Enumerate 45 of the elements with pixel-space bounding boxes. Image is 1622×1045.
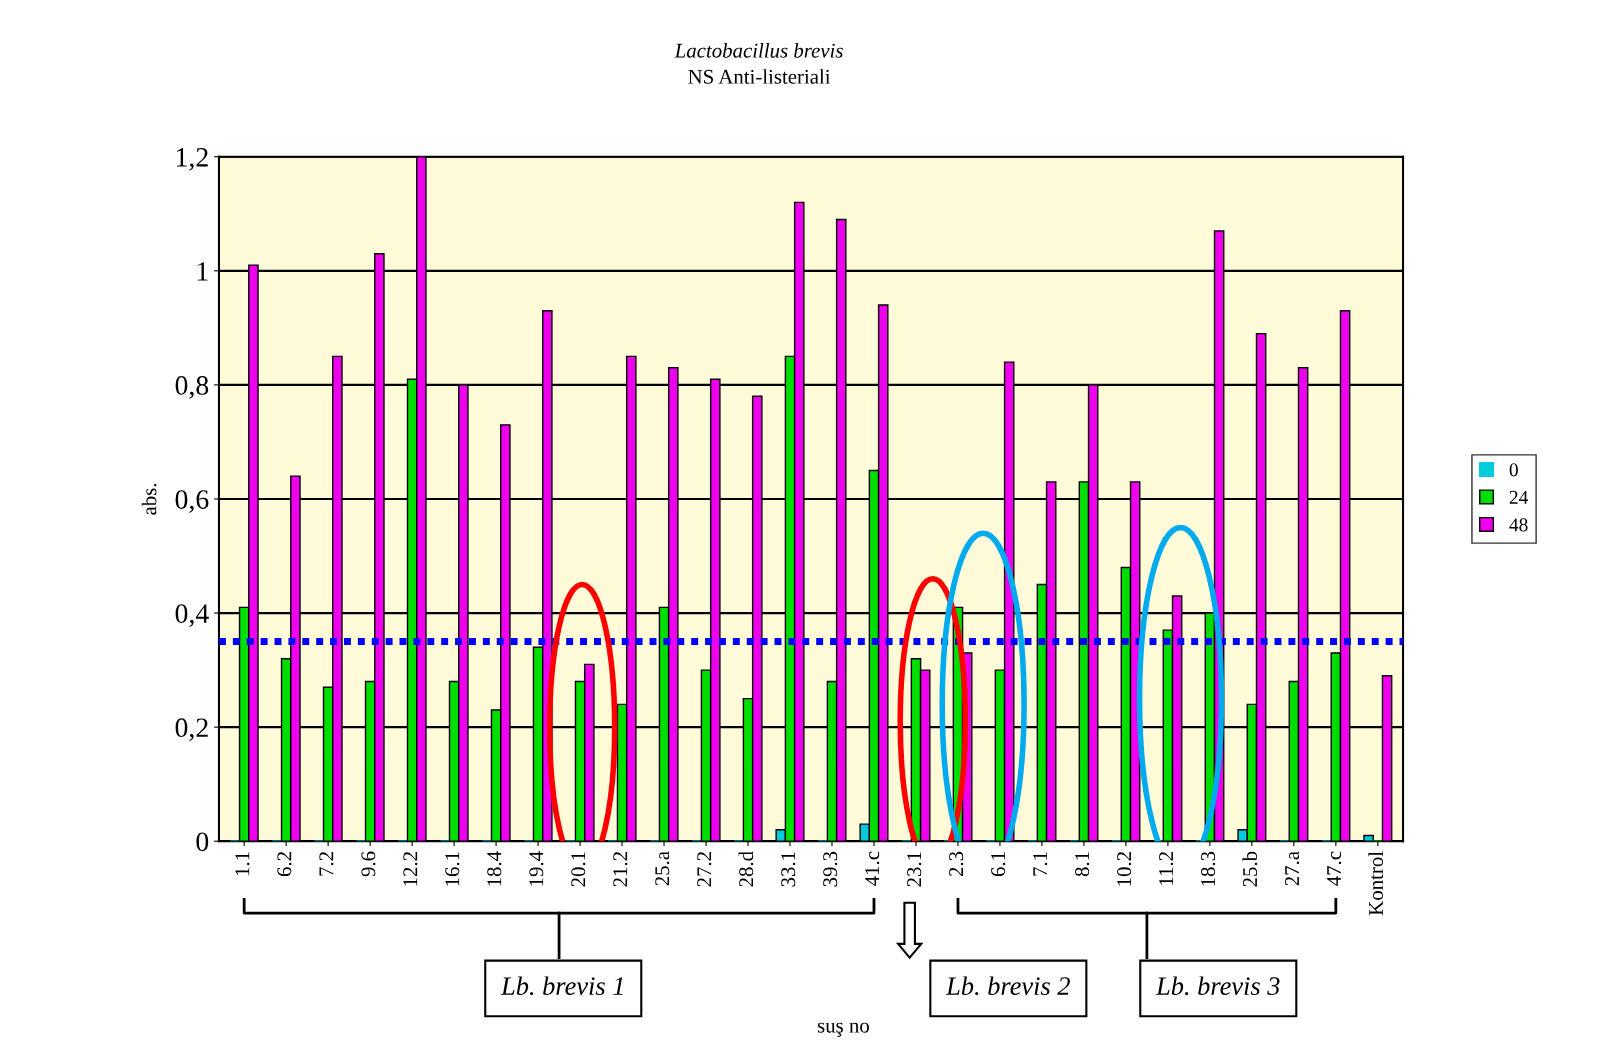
chart-subtitle: NS Anti-listeriali [688, 69, 831, 84]
text: suş no [817, 1022, 869, 1037]
legend-label: 48 [1509, 518, 1528, 532]
x-tick-label: 18.3 [1201, 851, 1216, 886]
x-tick-label: 23.1 [907, 852, 922, 887]
y-tick-label: 0 [196, 832, 209, 852]
x-tick-label: 8.1 [1075, 852, 1090, 877]
y-axis-title: abs. [141, 483, 157, 515]
x-tick-label: 39.3 [823, 851, 838, 887]
chart-title: Lactobacillus brevis [674, 43, 843, 58]
x-tick-label: 27.a [1285, 851, 1300, 886]
x-tick-label: 19.4 [529, 851, 544, 886]
x-tick-label: 10.2 [1117, 852, 1132, 886]
x-tick-label: 47.c [1327, 851, 1342, 886]
x-tick-label: 7.1 [1033, 852, 1048, 876]
x-tick-label: 1.1 [235, 852, 250, 876]
x-tick-label: 16.1 [445, 852, 460, 886]
x-tick-label: 2.3 [949, 851, 964, 877]
y-tick-label: 0,2 [175, 718, 208, 742]
x-tick-label: 7.2 [319, 852, 334, 876]
x-tick-label: 12.2 [403, 852, 418, 886]
y-tick-label: 1,2 [176, 147, 208, 171]
x-tick-label: 9.6 [361, 851, 376, 877]
legend-label: 0 [1509, 463, 1518, 477]
y-tick-label: 0,8 [175, 376, 209, 399]
x-tick-label: 33.1 [781, 852, 796, 887]
x-tick-label: 18.4 [487, 851, 502, 886]
x-tick-label: 6.1 [991, 852, 1006, 877]
y-tick-label: 0,6 [175, 490, 209, 513]
x-tick-label: 20.1 [571, 852, 586, 887]
legend-label: 24 [1509, 490, 1529, 504]
text: Lb. brevis 2 [945, 976, 1070, 996]
x-tick-label: 27.2 [697, 852, 712, 887]
x-tick-label: 6.2 [277, 852, 292, 877]
x-tick-label: 25.b [1242, 851, 1258, 887]
x-tick-label: 28.d [738, 851, 754, 887]
x-tick-label: Kontrol [1368, 851, 1384, 916]
x-tick-label: 21.2 [613, 852, 628, 887]
x-tick-label: 11.2 [1159, 852, 1174, 885]
y-tick-label: 0,4 [175, 604, 209, 627]
y-tick-label: 1 [197, 262, 208, 281]
x-tick-label: 25.a [655, 851, 670, 886]
text: Lb. brevis 1 [500, 976, 623, 996]
x-tick-label: 41.c [865, 851, 880, 886]
text: Lb. brevis 3 [1155, 976, 1280, 996]
